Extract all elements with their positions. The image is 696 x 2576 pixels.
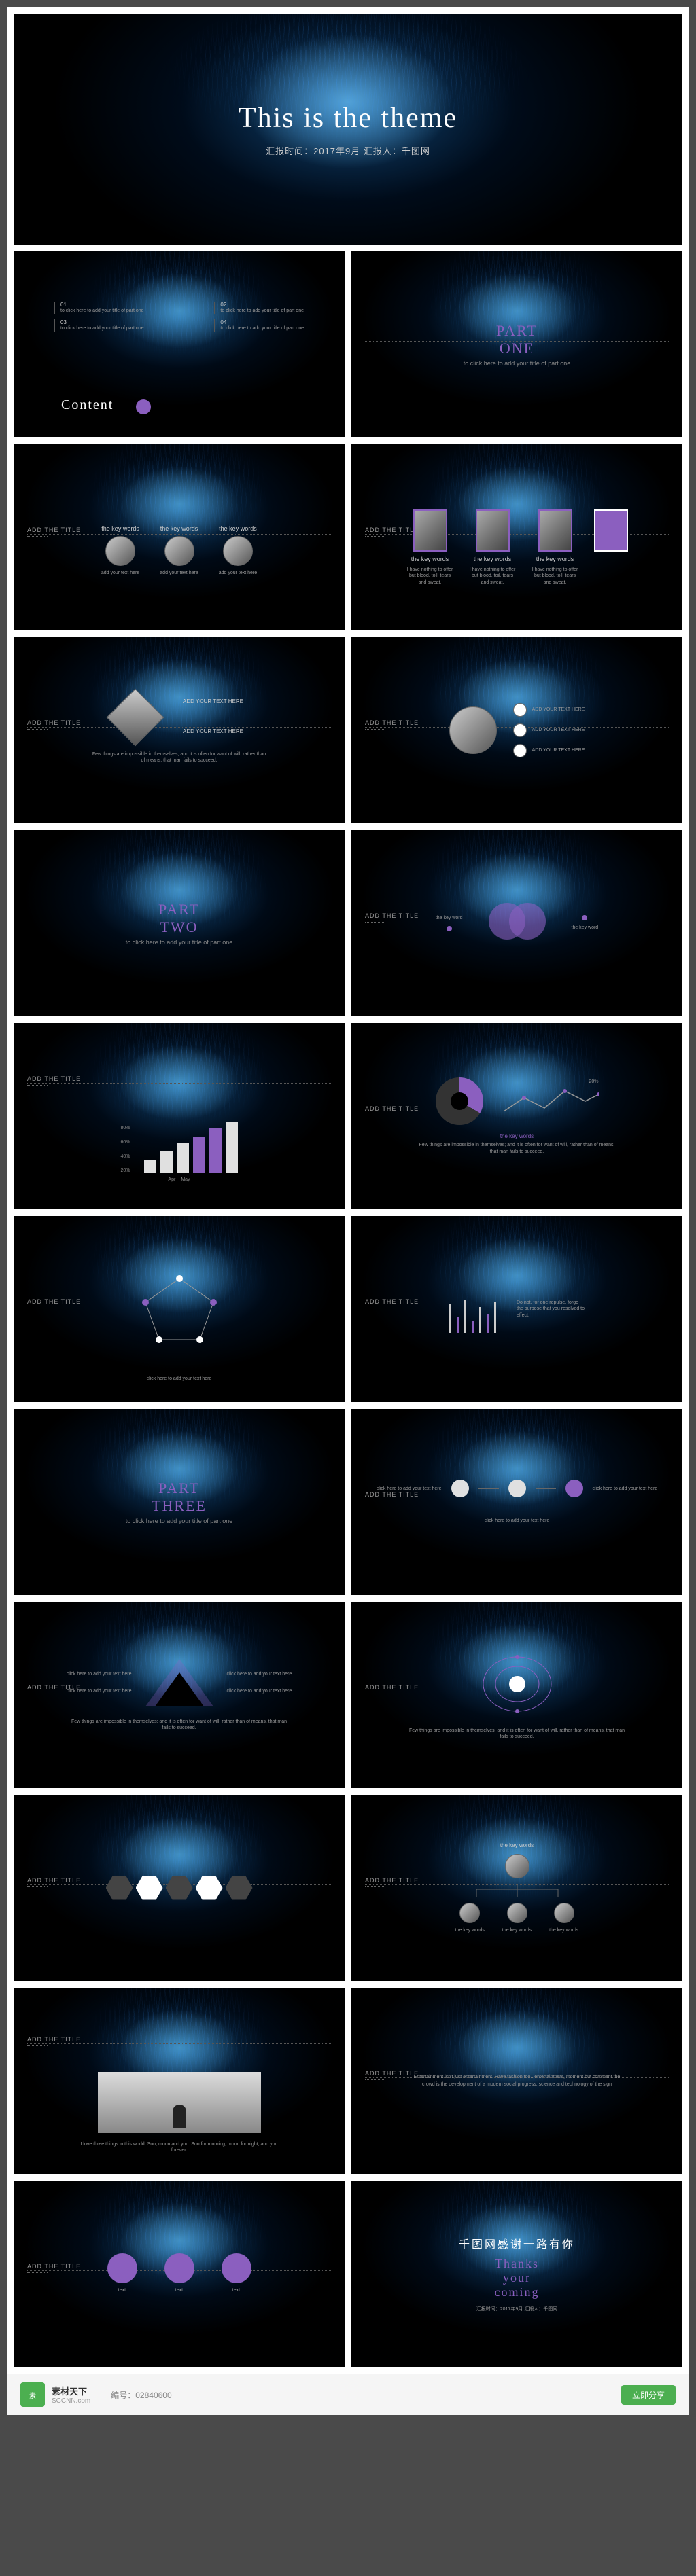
- hex-2: [136, 1876, 163, 1900]
- hex-4: [196, 1876, 223, 1900]
- slide-thanks[interactable]: 千图网感谢一路有你 Thanks your coming 汇报时间：2017年9…: [351, 2181, 682, 2367]
- slide-concentric[interactable]: ADD THE TITLE Few things are impossible …: [351, 1602, 682, 1788]
- hex-3: [166, 1876, 193, 1900]
- diamond-photo: [107, 688, 164, 746]
- slide-pentagon[interactable]: ADD THE TITLE click here to add your tex…: [14, 1216, 345, 1402]
- photo-sq-3: [538, 509, 572, 552]
- key-words-label: the key words: [500, 1133, 534, 1139]
- hero-subtitle: 汇报时间：2017年9月 汇报人：千图网: [266, 144, 430, 157]
- brand-logo-icon: 素: [20, 2382, 45, 2407]
- brand-name: 素材天下: [52, 2384, 90, 2397]
- pentagon-chart: [132, 1268, 227, 1350]
- org-1: [459, 1903, 480, 1923]
- template-gallery: This is the theme 汇报时间：2017年9月 汇报人：千图网 0…: [7, 7, 689, 2374]
- icon-dot-3: [513, 744, 527, 757]
- slide-pyramid[interactable]: ADD THE TITLE click here to add your tex…: [14, 1602, 345, 1788]
- slide-vertical-bars[interactable]: ADD THE TITLE Do not, for one repulse, f…: [351, 1216, 682, 1402]
- slide-bar-chart[interactable]: ADD THE TITLE 80% 60% 40% 20% Apr: [14, 1023, 345, 1209]
- share-button[interactable]: 立即分享: [621, 2385, 676, 2405]
- slide-circle-icons[interactable]: ADD THE TITLE ADD YOUR TEXT HERE ADD YOU…: [351, 637, 682, 823]
- accent-dot: [136, 399, 151, 414]
- slide-three-circles[interactable]: ADD THE TITLE the key wordsadd your text…: [14, 444, 345, 630]
- photo-sq-1: [413, 509, 447, 552]
- slide-part-two[interactable]: PART TWO to click here to add your title…: [14, 830, 345, 1016]
- slide-org-chart[interactable]: ADD THE TITLE the key words the key word…: [351, 1795, 682, 1981]
- slide-three-dots[interactable]: ADD THE TITLE text text text: [14, 2181, 345, 2367]
- part-two-title: PART TWO: [158, 901, 200, 936]
- hero-slide: This is the theme 汇报时间：2017年9月 汇报人：千图网: [14, 14, 682, 245]
- photo-sq-2: [476, 509, 510, 552]
- timeline-icon-3: [566, 1480, 583, 1497]
- toc-01: 01: [60, 302, 67, 308]
- dot-1: [107, 2253, 137, 2283]
- slide-text-block[interactable]: ADD THE TITLE Entertainment isn't just e…: [351, 1988, 682, 2174]
- dot-3: [222, 2253, 251, 2283]
- org-3: [554, 1903, 574, 1923]
- thanks-en: Thanks your coming: [495, 2257, 540, 2300]
- vertical-bars: [449, 1285, 496, 1333]
- pin-left: [447, 926, 452, 931]
- slide-venn[interactable]: ADD THE TITLE the key word the key word: [351, 830, 682, 1016]
- slide-wide-photo[interactable]: ADD THE TITLE I love three things in thi…: [14, 1988, 345, 2174]
- big-circle-photo: [449, 706, 497, 754]
- page-footer: 素 素材天下 SCCNN.com 编号：02840600 立即分享: [7, 2374, 689, 2415]
- thanks-cn: 千图网感谢一路有你: [459, 2235, 575, 2251]
- slide-three-squares[interactable]: ADD THE TITLE the key wordsI have nothin…: [351, 444, 682, 630]
- slide-part-three[interactable]: PART THREE to click here to add your tit…: [14, 1409, 345, 1595]
- photo-circle-2: [164, 536, 194, 566]
- toc-03: 03: [60, 319, 67, 325]
- bar-chart: [144, 1119, 238, 1173]
- venn-diagram: [483, 903, 551, 944]
- photo-sq-accent: [594, 509, 628, 552]
- toc-02: 02: [220, 302, 226, 308]
- id-value: 02840600: [135, 2391, 171, 2400]
- part-three-title: PART THREE: [152, 1480, 207, 1515]
- part-one-title: PART ONE: [496, 322, 538, 357]
- slide-part-one[interactable]: PART ONE to click here to add your title…: [351, 251, 682, 437]
- slide-timeline-icons[interactable]: ADD THE TITLE click here to add your tex…: [351, 1409, 682, 1595]
- content-title: Content: [61, 397, 114, 413]
- brand-site: SCCNN.com: [52, 2397, 90, 2405]
- slide-content[interactable]: 01to click here to add your title of par…: [14, 251, 345, 437]
- silhouette-photo: [98, 2072, 261, 2133]
- icon-timeline: click here to add your text here click h…: [377, 1480, 657, 1497]
- line-path: 20%: [504, 1084, 599, 1118]
- hex-1: [106, 1876, 133, 1900]
- org-top: [505, 1854, 529, 1878]
- slide-diamond[interactable]: ADD THE TITLE ADD YOUR TEXT HERE ADD YOU…: [14, 637, 345, 823]
- pin-right: [582, 915, 587, 920]
- dot-2: [164, 2253, 194, 2283]
- icon-dot-2: [513, 723, 527, 737]
- id-label: 编号：: [111, 2391, 135, 2400]
- hero-title: This is the theme: [239, 102, 457, 135]
- donut-chart: [436, 1077, 483, 1125]
- toc-04: 04: [220, 319, 226, 325]
- pyramid-shape: [145, 1659, 213, 1706]
- hex-5: [226, 1876, 253, 1900]
- photo-circle-3: [223, 536, 253, 566]
- part-one-sub: to click here to add your title of part …: [464, 360, 571, 367]
- org-2: [507, 1903, 527, 1923]
- slide-hexagons[interactable]: ADD THE TITLE: [14, 1795, 345, 1981]
- concentric-shape: [476, 1650, 558, 1718]
- timeline-icon-1: [451, 1480, 469, 1497]
- slide-donut-line[interactable]: ADD THE TITLE 20% the key words Few thin…: [351, 1023, 682, 1209]
- photo-circle-1: [105, 536, 135, 566]
- icon-dot-1: [513, 703, 527, 717]
- timeline-icon-2: [508, 1480, 526, 1497]
